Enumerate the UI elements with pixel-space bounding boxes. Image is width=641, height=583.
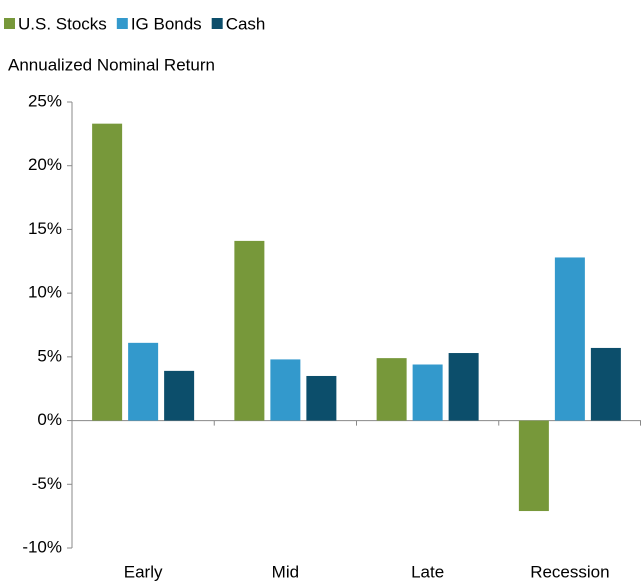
legend-swatch <box>211 18 223 29</box>
y-tick-label: -5% <box>32 474 62 493</box>
legend-label: Cash <box>226 14 266 33</box>
y-tick-label: 25% <box>28 91 62 110</box>
legend-label: IG Bonds <box>131 14 202 33</box>
bar <box>306 375 337 421</box>
x-tick-label: Early <box>124 562 163 581</box>
y-axis-label: Annualized Nominal Return <box>8 55 215 74</box>
bar <box>164 370 195 421</box>
legend-swatch <box>116 18 128 29</box>
bar <box>448 353 479 421</box>
bar <box>518 420 549 512</box>
bar <box>128 342 159 421</box>
bar <box>554 257 585 421</box>
legend-label: U.S. Stocks <box>18 14 107 33</box>
x-tick-label: Recession <box>530 562 609 581</box>
bar <box>92 123 123 421</box>
bar <box>412 364 443 421</box>
bar <box>270 359 301 421</box>
bar <box>376 358 407 421</box>
y-tick-label: 20% <box>28 155 62 174</box>
bar <box>234 240 265 421</box>
x-tick-label: Mid <box>272 562 299 581</box>
y-tick-label: 15% <box>28 219 62 238</box>
legend-swatch <box>4 18 15 29</box>
y-tick-label: -10% <box>22 537 62 556</box>
y-tick-label: 0% <box>37 410 62 429</box>
bar <box>590 347 621 421</box>
y-tick-label: 5% <box>37 346 62 365</box>
x-tick-label: Late <box>411 562 444 581</box>
y-tick-label: 10% <box>28 283 62 302</box>
